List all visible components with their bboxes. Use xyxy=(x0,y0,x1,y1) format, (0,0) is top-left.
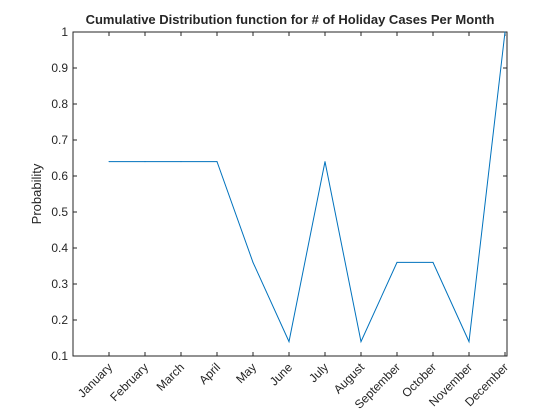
data-point xyxy=(324,161,326,163)
data-point xyxy=(396,261,398,263)
y-tick-label: 0.4 xyxy=(51,241,68,255)
data-point xyxy=(180,161,182,163)
x-tick-label: June xyxy=(267,360,296,389)
y-tick-label: 0.5 xyxy=(51,205,68,219)
data-point xyxy=(468,341,470,343)
x-tick-label: May xyxy=(233,360,259,386)
y-tick-label: 0.8 xyxy=(51,97,68,111)
data-point xyxy=(144,161,146,163)
y-tick-label: 0.1 xyxy=(51,349,68,363)
data-point xyxy=(288,341,290,343)
y-axis-label: Probability xyxy=(29,163,44,224)
y-tick-label: 0.3 xyxy=(51,277,68,291)
data-point xyxy=(216,161,218,163)
y-tick-label: 0.2 xyxy=(51,313,68,327)
data-point xyxy=(360,341,362,343)
x-tick-label: July xyxy=(306,360,331,385)
series-line xyxy=(109,31,506,344)
y-tick-label: 1 xyxy=(61,25,68,39)
x-tick-label: March xyxy=(154,360,187,393)
plot-area: 0.10.20.30.40.50.60.70.80.91JanuaryFebru… xyxy=(51,25,511,412)
y-tick-label: 0.7 xyxy=(51,133,68,147)
x-tick-label: April xyxy=(196,360,223,387)
y-tick-label: 0.6 xyxy=(51,169,68,183)
axes-box xyxy=(72,31,508,357)
data-point xyxy=(504,31,506,33)
data-point xyxy=(432,261,434,263)
chart-title: Cumulative Distribution function for # o… xyxy=(86,12,495,27)
data-point xyxy=(252,261,254,263)
x-tick-label: February xyxy=(107,360,151,404)
y-tick-label: 0.9 xyxy=(51,61,68,75)
data-point xyxy=(108,161,110,163)
